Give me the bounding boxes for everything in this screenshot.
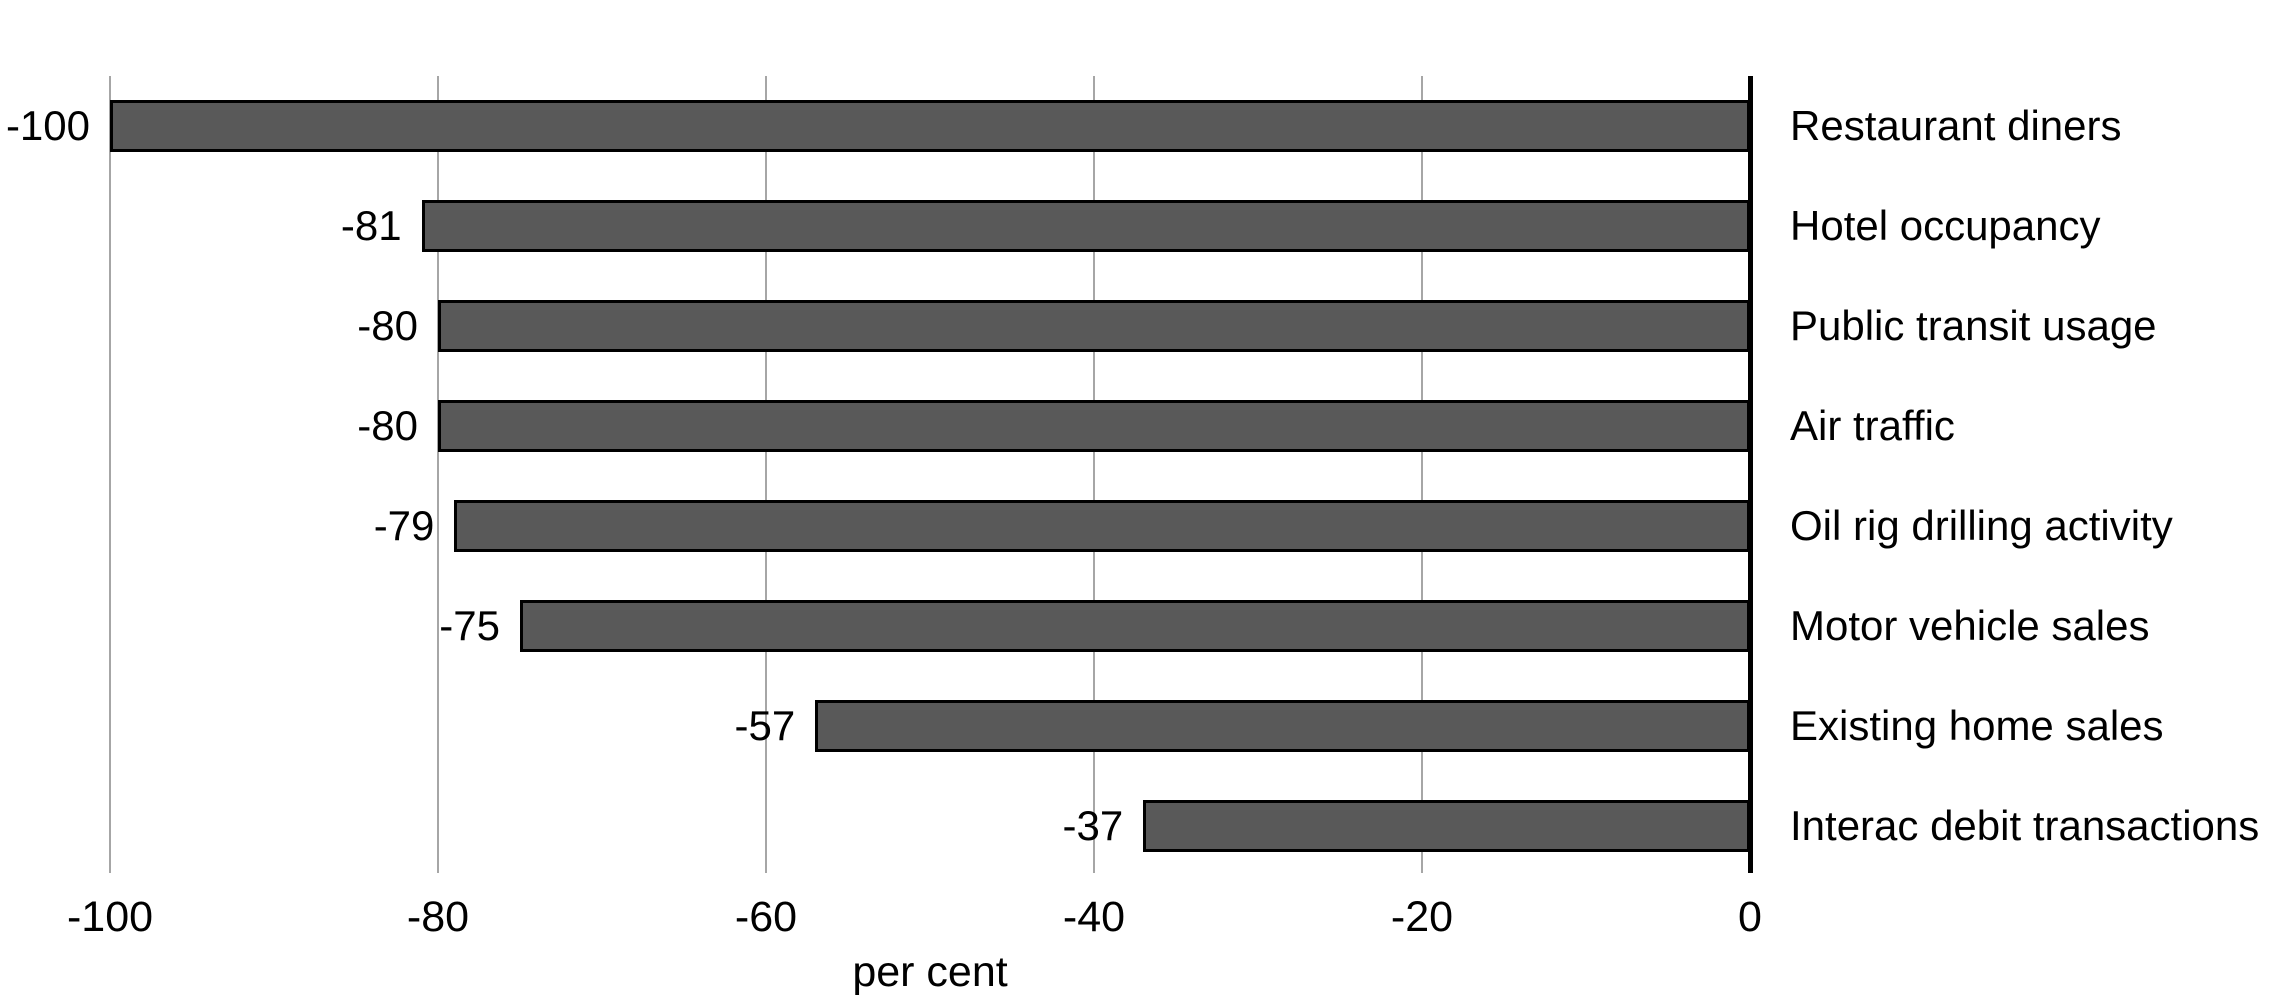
category-label-motor-vehicle-sales: Motor vehicle sales	[1790, 602, 2150, 649]
x-tick-label: -20	[1390, 893, 1454, 941]
bar-value-label: -57	[734, 702, 796, 749]
x-tick-label: -60	[734, 893, 798, 941]
x-tick-label: 0	[1738, 893, 1762, 941]
bar-value-label: -100	[5, 102, 90, 149]
data-bar-motor-vehicle-sales	[520, 600, 1750, 652]
category-label-hotel-occupancy: Hotel occupancy	[1790, 202, 2101, 249]
x-tick-label: -100	[66, 893, 154, 941]
gridline-tick--40	[1093, 76, 1095, 873]
category-label-oil-rig-drilling-activity: Oil rig drilling activity	[1790, 502, 2173, 549]
x-axis-title: per cent	[852, 948, 1008, 996]
gridline-tick--60	[765, 76, 767, 873]
data-bar-public-transit-usage	[438, 300, 1750, 352]
category-label-existing-home-sales: Existing home sales	[1790, 702, 2164, 749]
bar-value-label: -75	[439, 602, 500, 649]
category-label-restaurant-diners: Restaurant diners	[1790, 102, 2122, 149]
bar-value-label: -81	[340, 202, 402, 249]
zero-axis-line	[1747, 76, 1753, 873]
bar-value-label: -79	[373, 502, 435, 549]
data-bar-hotel-occupancy	[421, 200, 1750, 252]
category-label-air-traffic: Air traffic	[1790, 402, 1955, 449]
category-label-interac-debit-transactions: Interac debit transactions	[1790, 802, 2260, 849]
data-bar-interac-debit-transactions	[1143, 800, 1750, 852]
category-label-public-transit-usage: Public transit usage	[1790, 302, 2157, 349]
gridline-tick--100	[109, 76, 111, 873]
x-tick-label: -80	[406, 893, 470, 941]
bar-value-label: -80	[357, 402, 418, 449]
bar-value-label: -80	[357, 302, 418, 349]
x-tick-label: -40	[1062, 893, 1126, 941]
data-bar-oil-rig-drilling-activity	[454, 500, 1750, 552]
data-bar-existing-home-sales	[815, 700, 1750, 752]
gridline-tick--20	[1421, 76, 1423, 873]
gridline-tick--80	[437, 76, 439, 873]
bar-value-label: -37	[1062, 802, 1124, 849]
data-bar-air-traffic	[438, 400, 1750, 452]
data-bar-restaurant-diners	[110, 100, 1750, 152]
